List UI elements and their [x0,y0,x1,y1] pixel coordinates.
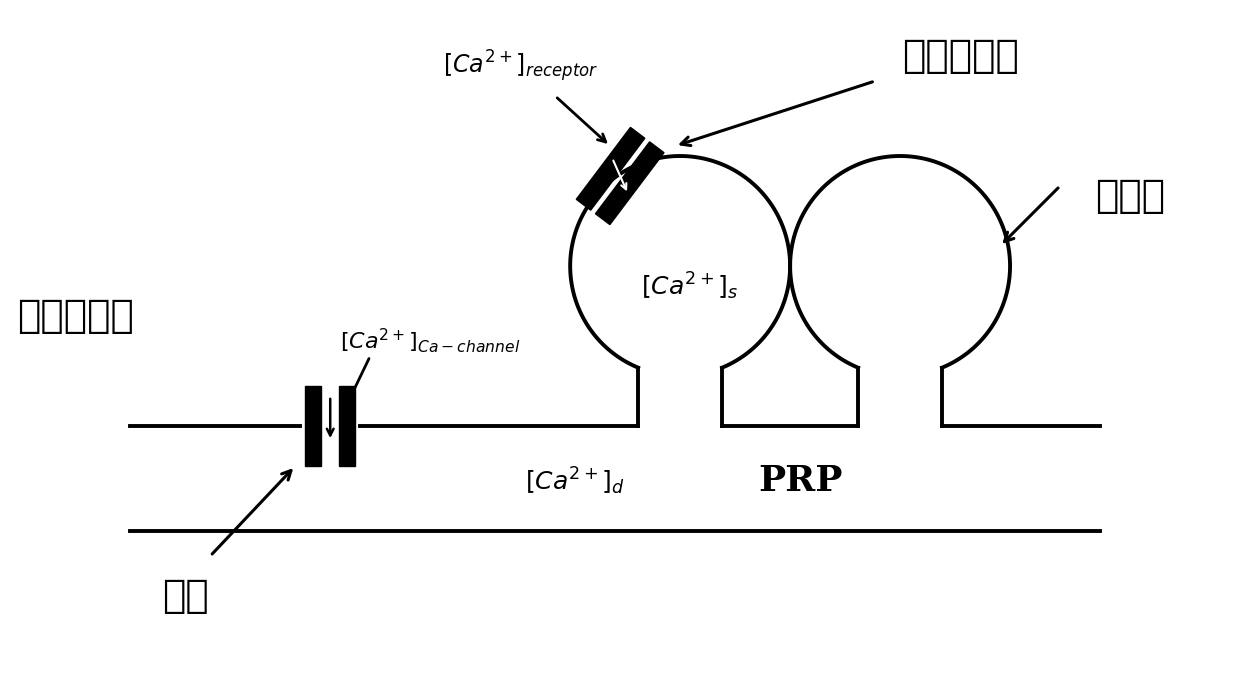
Text: $[Ca^{2+}]_s$: $[Ca^{2+}]_s$ [641,270,739,301]
Text: 树突棘: 树突棘 [1095,177,1166,215]
Text: $[Ca^{2+}]_{Ca-channel}$: $[Ca^{2+}]_{Ca-channel}$ [340,326,521,356]
Text: 钙离子通道: 钙离子通道 [17,297,134,335]
Text: 树突: 树突 [162,577,208,615]
Polygon shape [595,142,663,225]
Bar [340,386,355,466]
Polygon shape [577,127,645,210]
Bar [305,386,321,466]
Text: $[Ca^{2+}]_{receptor}$: $[Ca^{2+}]_{receptor}$ [443,48,598,84]
Text: 突触后受体: 突触后受体 [901,37,1018,75]
Text: PRP: PRP [758,464,842,498]
Text: $[Ca^{2+}]_d$: $[Ca^{2+}]_d$ [525,466,625,497]
